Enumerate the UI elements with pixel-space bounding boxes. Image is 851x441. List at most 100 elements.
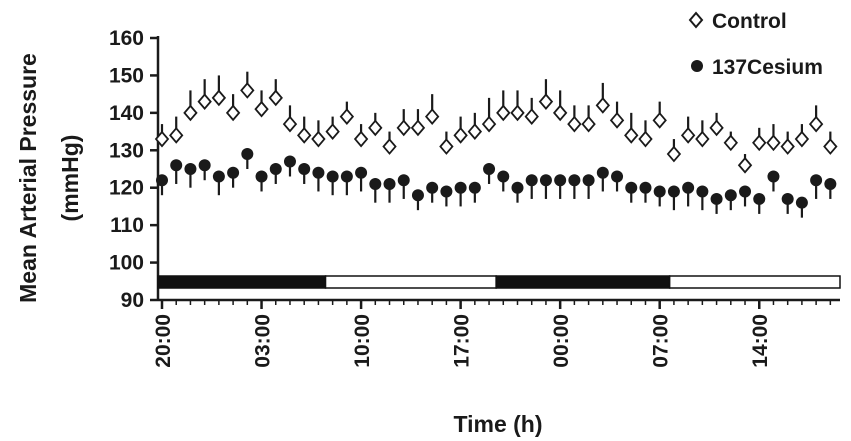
control-point <box>225 104 241 122</box>
cesium-point <box>539 174 552 187</box>
cesium-point <box>255 170 268 183</box>
cesium-point <box>639 181 652 194</box>
control-point <box>353 130 369 148</box>
legend-label-control: Control <box>712 10 787 33</box>
cesium-point <box>582 174 595 187</box>
cesium-point <box>283 155 296 168</box>
cesium-point <box>653 185 666 198</box>
cesium-point <box>824 177 837 190</box>
cesium-point <box>326 170 339 183</box>
control-point <box>424 108 440 125</box>
cesium-point <box>667 185 680 198</box>
control-point <box>282 115 298 133</box>
y-tick-label: 130 <box>109 139 144 162</box>
control-point <box>467 123 483 140</box>
cesium-point <box>383 177 396 190</box>
cesium-point <box>596 166 609 179</box>
y-tick-label: 150 <box>109 64 144 87</box>
control-point <box>254 100 269 118</box>
control-point <box>581 115 596 133</box>
cesium-point <box>611 170 624 183</box>
y-tick-label: 90 <box>121 289 144 312</box>
control-point <box>595 96 611 114</box>
x-tick-label: 10:00 <box>351 314 374 368</box>
control-point <box>339 108 355 125</box>
cesium-point <box>454 181 467 194</box>
y-tick-label: 100 <box>109 252 144 275</box>
control-point <box>609 111 625 129</box>
cesium-point <box>525 174 538 187</box>
cesium-point <box>369 177 382 190</box>
x-tick-label: 07:00 <box>650 314 673 368</box>
plot-area <box>156 36 840 302</box>
y-tick-label: 160 <box>109 27 144 50</box>
series-control <box>154 71 838 174</box>
cesium-point <box>710 192 723 205</box>
light-phase-segment <box>324 275 497 289</box>
cesium-point <box>411 189 424 202</box>
control-point <box>183 104 198 122</box>
y-axis-title-line1: Mean Arterial Pressure <box>15 53 41 303</box>
control-point <box>638 130 653 148</box>
cesium-point <box>696 185 709 198</box>
cesium-point <box>753 192 766 205</box>
light-dark-bar <box>157 275 841 289</box>
cesium-point <box>795 196 808 209</box>
control-point <box>823 138 838 155</box>
control-point <box>197 93 212 111</box>
control-point <box>780 138 795 155</box>
cesium-point <box>440 185 453 198</box>
control-point <box>240 82 255 99</box>
dark-phase-segment <box>495 275 671 289</box>
y-axis-title-line2: (mmHg) <box>57 135 83 222</box>
control-point <box>496 104 511 122</box>
control-point <box>794 130 810 148</box>
control-point <box>680 126 696 144</box>
cesium-point <box>241 148 254 161</box>
cesium-point <box>810 174 823 187</box>
cesium-point <box>269 163 282 175</box>
control-point <box>481 115 497 133</box>
legend-marker-cesium <box>691 60 703 72</box>
control-point <box>709 119 724 137</box>
control-point <box>652 111 667 129</box>
control-point <box>808 115 824 133</box>
x-axis-title: Time (h) <box>453 411 542 437</box>
cesium-point <box>625 181 638 194</box>
control-point <box>268 89 283 107</box>
cesium-point <box>568 174 581 187</box>
legend: Control 137Cesium <box>688 10 823 79</box>
cesium-point <box>468 181 481 194</box>
control-point <box>624 126 639 144</box>
series-cesium <box>156 148 837 218</box>
legend-label-cesium: 137Cesium <box>712 56 823 79</box>
cesium-point <box>739 185 752 198</box>
x-tick-label: 20:00 <box>152 314 175 368</box>
cesium-point <box>483 163 496 175</box>
control-point <box>410 119 426 137</box>
control-point <box>552 104 568 122</box>
x-axis: 20:00 03:00 10:00 17:00 00:00 07:00 14:00 <box>152 300 832 368</box>
control-point <box>211 89 227 107</box>
cesium-point <box>156 174 168 187</box>
control-point <box>396 119 411 137</box>
cesium-point <box>767 170 780 183</box>
y-tick-label: 110 <box>110 214 144 237</box>
x-tick-label: 00:00 <box>550 314 573 368</box>
control-point <box>695 130 710 148</box>
cesium-point <box>184 163 197 175</box>
cesium-point <box>426 181 439 194</box>
y-tick-label: 140 <box>109 102 144 125</box>
y-tick-label: 120 <box>109 177 144 200</box>
control-point <box>453 126 468 144</box>
control-point <box>169 126 184 144</box>
legend-marker-control <box>688 11 704 29</box>
control-point <box>154 130 170 148</box>
x-tick-label: 14:00 <box>749 314 772 368</box>
cesium-point <box>212 170 225 183</box>
cesium-point <box>397 174 410 187</box>
control-point <box>382 138 397 155</box>
cesium-point <box>781 192 794 205</box>
control-point <box>538 93 554 111</box>
